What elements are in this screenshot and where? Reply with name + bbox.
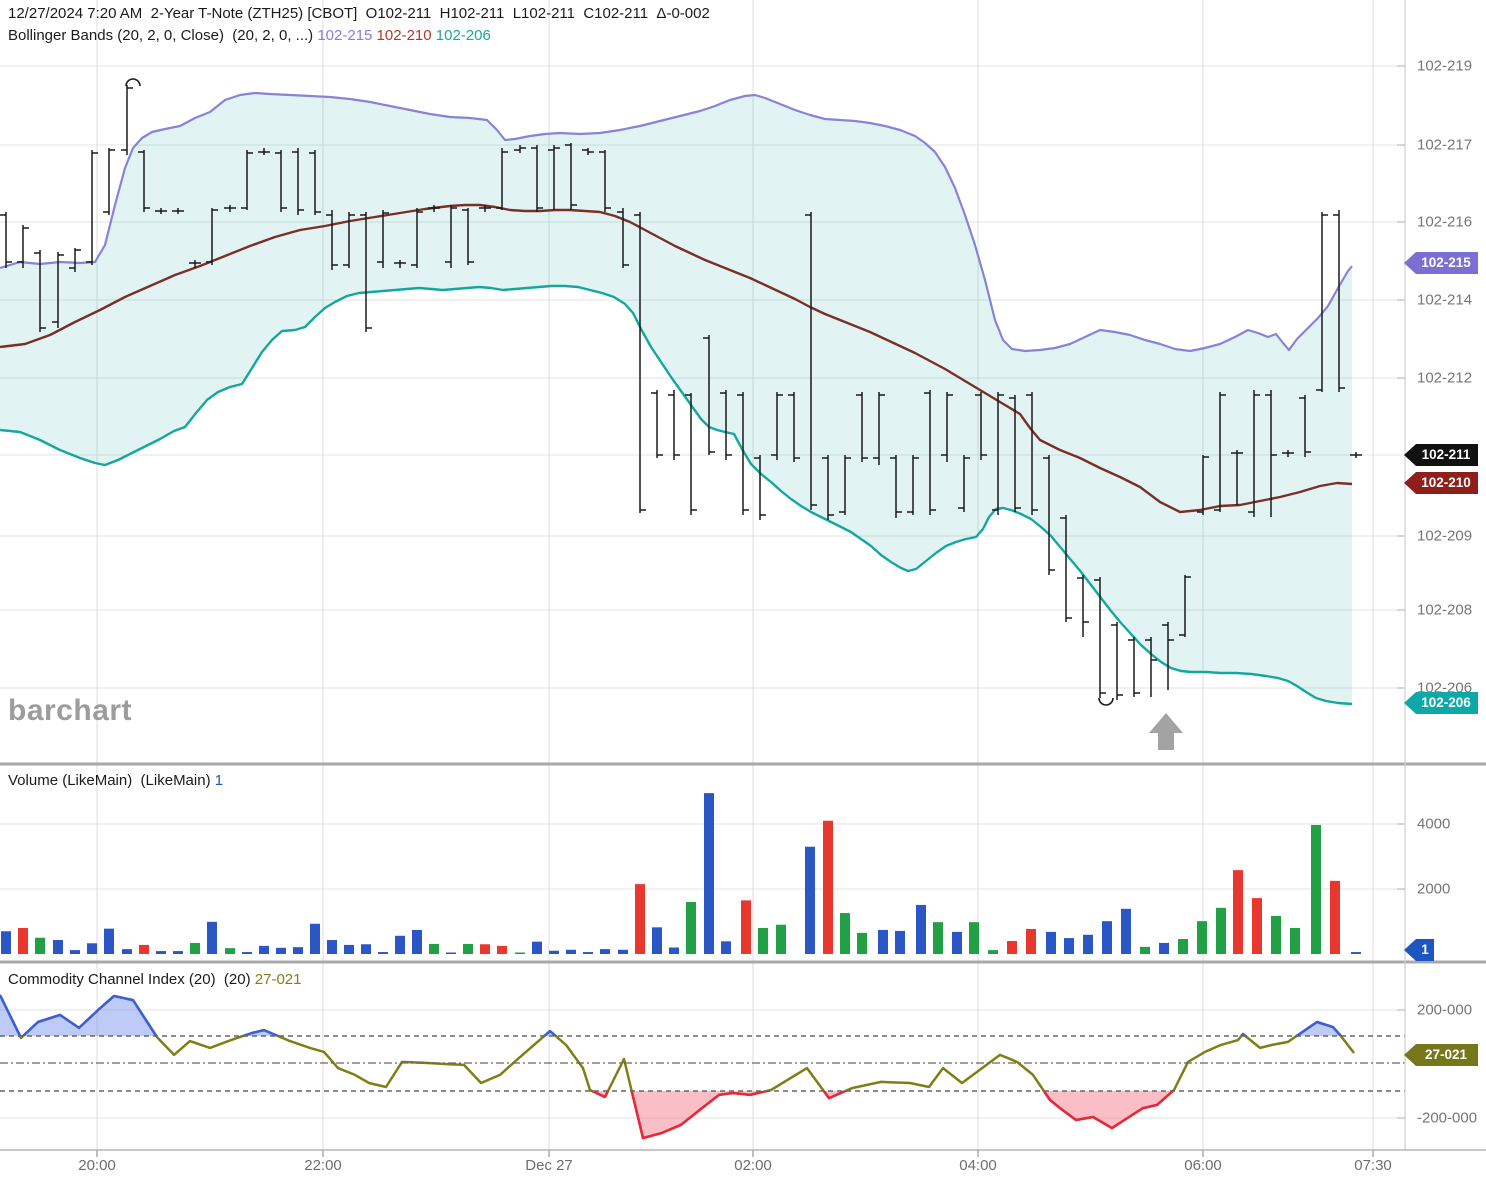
up-arrow-icon [1149,713,1183,750]
bollinger-value: 102-215 [317,27,373,44]
cci-oversold [0,1091,1354,1140]
bollinger-fill [0,93,1352,704]
volume-bars [1,793,1361,954]
price-axis-tick: 102-212 [1417,369,1473,387]
cci-overbought [0,994,1354,1036]
cci-value: 27-021 [254,971,302,988]
gridlines [0,0,1405,1150]
price-axis-tick: 102-216 [1417,213,1473,231]
cci-header[interactable]: Commodity Channel Index (20) (20) 27-021 [8,971,302,988]
price-axis-tick: 4000 [1417,815,1451,833]
price-pane[interactable] [0,0,1404,763]
price-axis[interactable] [1406,0,1486,1150]
cci-pane[interactable] [0,964,1404,1149]
price-badge-102-215: 102-215 [1404,252,1478,274]
price-axis-tick: 102-219 [1417,57,1473,75]
time-axis-tick: 22:00 [304,1157,342,1174]
time-axis-tick: 07:30 [1354,1157,1392,1174]
price-badge-102-211: 102-211 [1404,444,1478,466]
price-axis-tick: 102-208 [1417,601,1473,619]
bollinger-label: Bollinger Bands (20, 2, 0, Close) (20, 2… [8,27,318,44]
price-axis-tick: 2000 [1417,880,1451,898]
frame [0,0,1486,1157]
time-axis-tick: 06:00 [1184,1157,1222,1174]
price-bars [0,85,1362,700]
price-series [0,91,1353,706]
price-axis-tick: 102-214 [1417,291,1473,309]
bollinger-lower-line [0,284,1353,706]
bollinger-value: 102-206 [431,27,491,44]
time-axis-tick: 02:00 [734,1157,772,1174]
bollinger-header[interactable]: Bollinger Bands (20, 2, 0, Close) (20, 2… [8,27,491,44]
price-badge-27-021: 27-021 [1404,1044,1478,1066]
volume-value: 1 [214,772,224,789]
time-axis-tick: 04:00 [959,1157,997,1174]
bollinger-upper-line [0,91,1353,353]
price-axis-tick: 102-217 [1417,136,1473,154]
price-badge-102-210: 102-210 [1404,472,1478,494]
bollinger-middle-line [0,203,1353,514]
price-badge-1: 1 [1404,939,1434,961]
symbol-header: 12/27/2024 7:20 AM 2-Year T-Note (ZTH25)… [8,5,710,22]
volume-header[interactable]: Volume (LikeMain) (LikeMain) 1 [8,772,223,789]
bollinger-value: 102-210 [372,27,432,44]
high-marker-icon [125,78,141,87]
time-axis-tick: 20:00 [78,1157,116,1174]
price-axis-tick: -200-000 [1417,1109,1478,1127]
barchart-logo: barchart [8,694,133,727]
price-axis-tick: 200-000 [1417,1001,1473,1019]
price-axis-tick: 102-209 [1417,527,1473,545]
bollinger-values: 102-215 102-210 102-206 [317,27,491,44]
time-axis-tick: Dec 27 [525,1157,573,1174]
cci-label: Commodity Channel Index (20) (20) [8,971,255,988]
volume-label: Volume (LikeMain) (LikeMain) [8,772,215,789]
volume-pane[interactable] [0,766,1404,961]
cci-series [0,994,1355,1140]
price-badge-102-206: 102-206 [1404,692,1478,714]
cci-thresholds [0,1035,1405,1092]
price-markers [125,78,1183,750]
low-marker-icon [1098,697,1114,706]
